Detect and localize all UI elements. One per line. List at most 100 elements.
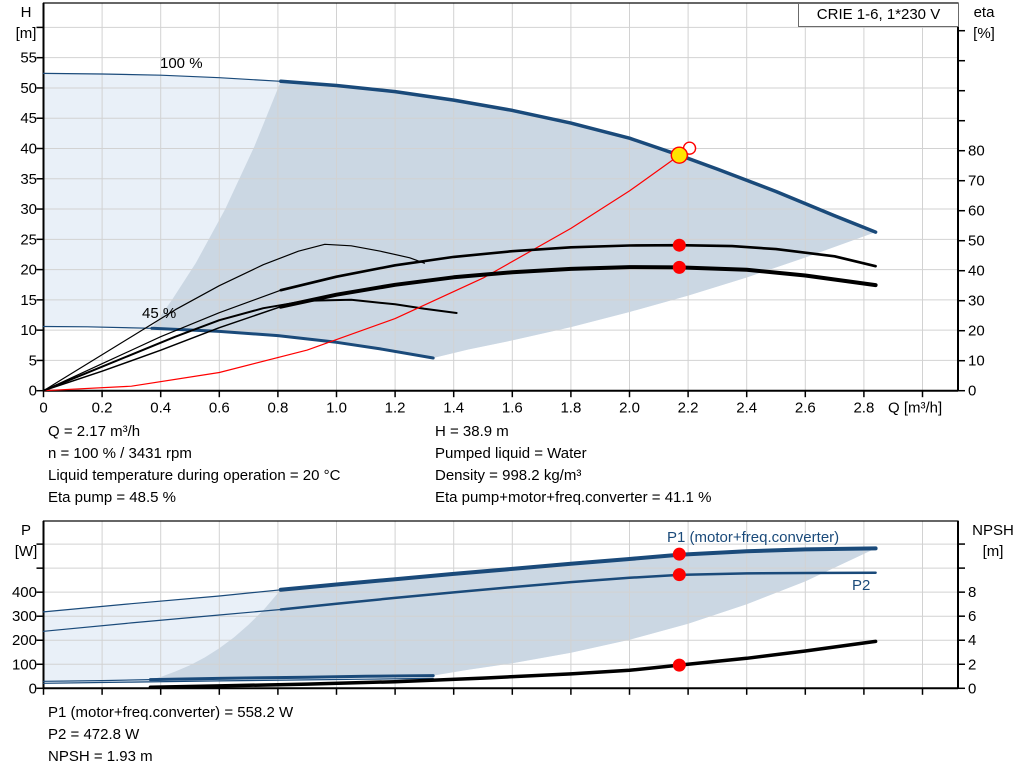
- x-axis-tick-label: 2.6: [795, 400, 816, 417]
- left-axis-title: H: [21, 4, 32, 21]
- x-axis-tick-label: 0.6: [209, 400, 230, 417]
- right-axis-title: NPSH: [972, 522, 1014, 539]
- eta-pump-curve-ext: [42, 289, 282, 392]
- eta-pump-curve: [279, 243, 877, 292]
- x-axis-tick-label: 2.4: [736, 400, 757, 417]
- left-axis-tick-label: 300: [12, 608, 37, 625]
- right-axis-tick-label: 50: [968, 233, 985, 250]
- left-axis-tick-label: 25: [20, 231, 37, 248]
- npsh-curve: [148, 639, 878, 690]
- info-line-eta-total: Eta pump+motor+freq.converter = 41.1 %: [435, 489, 712, 506]
- speed-45-curve: [150, 326, 435, 360]
- right-axis-tick-label: 80: [968, 143, 985, 160]
- right-axis-tick-label: 4: [968, 632, 976, 649]
- x-axis-tick-label: 0.2: [92, 400, 113, 417]
- duty-point[interactable]: [670, 146, 689, 164]
- x-axis-tick-label: 1.8: [560, 400, 581, 417]
- p1-45-curve-ext: [42, 679, 151, 682]
- speed-100-label: 100 %: [160, 55, 203, 72]
- left-axis-tick-label: 400: [12, 584, 37, 601]
- info-line-n: n = 100 % / 3431 rpm: [48, 445, 192, 462]
- x-axis-tick-label: 0: [39, 400, 47, 417]
- left-axis-tick-label: 0: [29, 383, 37, 400]
- qh-chart[interactable]: 0 5 10 15 20 25 30 35 40 45 50 55 0 10 20 30 40 50 60 70 80 0…: [16, 2, 996, 417]
- right-axis-tick-label: 8: [968, 584, 976, 601]
- p1-curve: [278, 546, 878, 592]
- pump-model-label: CRIE 1-6, 1*230 V: [816, 6, 941, 23]
- speed-100-curve-ext: [42, 72, 282, 82]
- p1-curve-label: P1 (motor+freq.converter): [667, 529, 839, 546]
- eta-total-curve-ext: [42, 305, 282, 392]
- npsh-point[interactable]: [672, 658, 686, 672]
- left-axis-title-unit: [W]: [15, 543, 38, 560]
- x-axis-tick-label: 2.2: [678, 400, 699, 417]
- info-line-p2: P2 = 472.8 W: [48, 726, 140, 743]
- right-axis-title: eta: [974, 4, 996, 21]
- envelope-dark: [150, 548, 876, 680]
- x-axis-tick-label: 1.6: [502, 400, 523, 417]
- power-info: P1 (motor+freq.converter) = 558.2 W P2 =…: [48, 702, 293, 768]
- right-axis-title-unit: [m]: [983, 543, 1004, 560]
- right-axis-tick-label: 20: [968, 323, 985, 340]
- left-axis-tick-label: 55: [20, 50, 37, 67]
- info-line-npsh: NPSH = 1.93 m: [48, 748, 153, 765]
- left-axis-tick-label: 0: [29, 680, 37, 697]
- eta-total-curve: [278, 265, 878, 309]
- eta-total-point[interactable]: [672, 260, 686, 274]
- x-axis-tick-label: 0.8: [267, 400, 288, 417]
- p2-point[interactable]: [672, 568, 686, 582]
- power-npsh-chart[interactable]: 0 100 200 300 400 0 2 4 6 8 P [W] NPSH [m] P1 (motor+f…: [12, 520, 1014, 697]
- left-axis-tick-label: 15: [20, 292, 37, 309]
- info-line-eta-pump: Eta pump = 48.5 %: [48, 489, 176, 506]
- info-line-density: Density = 998.2 kg/m³: [435, 467, 582, 484]
- x-axis-tick-label: 1.4: [443, 400, 464, 417]
- p1-point[interactable]: [672, 547, 686, 561]
- right-axis-tick-label: 0: [968, 680, 976, 697]
- info-line-p1: P1 (motor+freq.converter) = 558.2 W: [48, 704, 294, 721]
- info-line-q: Q = 2.17 m³/h: [48, 423, 141, 440]
- left-axis-tick-label: 100: [12, 656, 37, 673]
- right-axis-tick-label: 10: [968, 353, 985, 370]
- speed-100-curve: [279, 79, 878, 234]
- left-axis-tick-label: 50: [20, 80, 37, 97]
- p2-45-curve: [42, 677, 434, 684]
- duty-info-right: H = 38.9 m Pumped liquid = Water Density…: [435, 421, 711, 509]
- left-axis-tick-label: 40: [20, 141, 37, 158]
- envelope-dark: [151, 81, 876, 359]
- right-axis-tick-label: 70: [968, 173, 985, 190]
- pump-model-badge: CRIE 1-6, 1*230 V: [798, 3, 959, 27]
- p1-curve-ext: [42, 589, 282, 613]
- x-axis-tick-label: 0.4: [150, 400, 171, 417]
- left-axis-title-unit: [m]: [16, 25, 37, 42]
- eta-pump-45-curve: [42, 243, 425, 392]
- p1-45-curve: [148, 674, 435, 682]
- right-axis-tick-label: 0: [968, 383, 976, 400]
- info-line-liquid: Pumped liquid = Water: [435, 445, 587, 462]
- eta-pump-point[interactable]: [672, 238, 686, 252]
- info-line-temp: Liquid temperature during operation = 20…: [48, 467, 341, 484]
- left-axis-tick-label: 5: [29, 352, 37, 369]
- left-axis-tick-label: 45: [20, 110, 37, 127]
- right-axis-tick-label: 6: [968, 608, 976, 625]
- x-axis-tick-label: 1.0: [326, 400, 347, 417]
- speed-45-label: 45 %: [142, 305, 176, 322]
- system-curve: [42, 147, 691, 392]
- right-axis-tick-label: 30: [968, 293, 985, 310]
- info-line-h: H = 38.9 m: [435, 423, 509, 440]
- right-axis-tick-label: 2: [968, 656, 976, 673]
- x-axis-title: Q [m³/h]: [888, 400, 942, 417]
- p2-curve-label: P2: [852, 577, 870, 594]
- duty-info-left: Q = 2.17 m³/h n = 100 % / 3431 rpm Liqui…: [48, 421, 340, 509]
- left-axis-tick-label: 10: [20, 322, 37, 339]
- x-axis-tick-label: 2.0: [619, 400, 640, 417]
- left-axis-tick-label: 20: [20, 262, 37, 279]
- p2-curve: [279, 571, 877, 611]
- left-axis-title: P: [21, 522, 31, 539]
- left-axis-tick-label: 35: [20, 171, 37, 188]
- eta-total-45-curve: [42, 298, 458, 392]
- x-axis-tick-label: 2.8: [853, 400, 874, 417]
- left-axis-tick-label: 30: [20, 201, 37, 218]
- x-axis-tick-label: 1.2: [385, 400, 406, 417]
